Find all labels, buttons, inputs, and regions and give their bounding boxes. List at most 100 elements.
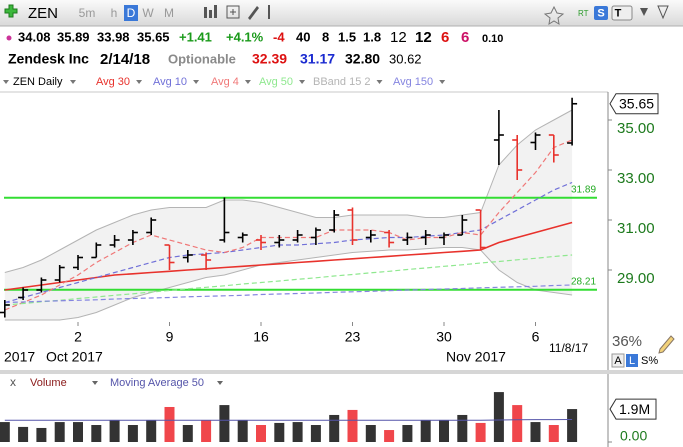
symbol[interactable]: ZEN — [28, 5, 58, 22]
moving-average — [4, 284, 573, 304]
volume-tag-bg — [609, 398, 657, 420]
timeframe[interactable]: h — [111, 6, 118, 20]
volume-bar — [457, 414, 468, 442]
y-tick-label: 29.00 — [617, 270, 655, 287]
l-button-bg[interactable] — [626, 354, 638, 367]
s-button-bg[interactable] — [594, 6, 608, 20]
rt-button[interactable]: RT — [578, 9, 589, 18]
close-pane[interactable]: x — [10, 375, 16, 389]
volume-bar — [310, 425, 321, 442]
quote-stat: 0.10 — [482, 33, 503, 45]
dropdown-arrow[interactable] — [376, 80, 383, 84]
quote-close: 35.65 — [137, 29, 170, 44]
volume-bar — [36, 427, 47, 442]
moving-average — [4, 254, 573, 306]
legend-item: Avg 150 — [393, 76, 433, 88]
quote-dot — [6, 35, 12, 41]
a-button[interactable]: A — [614, 355, 622, 367]
dropdown-arrow[interactable] — [70, 80, 76, 84]
quote-stat: -4 — [273, 29, 285, 44]
dropdown-arrow[interactable] — [244, 80, 251, 84]
timeframe-active-bg[interactable] — [124, 5, 138, 21]
t-button-bg[interactable] — [611, 5, 633, 21]
price-tag: 35.65 — [619, 95, 654, 111]
volume-bar — [439, 419, 449, 442]
quote-stat: 6 — [441, 29, 449, 46]
volume-bar — [274, 422, 285, 442]
legend-title: ZEN Daily — [13, 76, 63, 88]
volume-bar — [109, 419, 120, 442]
volume-bar — [384, 430, 395, 442]
price-tag-bg — [609, 93, 659, 115]
info-date: 2/14/18 — [100, 51, 150, 68]
volume-bar — [567, 409, 578, 442]
volume-bar — [420, 419, 431, 442]
dropdown-arrow[interactable] — [136, 80, 143, 84]
volume-bar — [365, 425, 376, 442]
volume-bar — [402, 425, 413, 442]
quote-open: 34.08 — [18, 29, 51, 44]
period-label: Oct 2017 — [46, 349, 103, 365]
x-tick-label: 30 — [436, 329, 452, 345]
timeframe[interactable]: W — [142, 6, 154, 20]
volume-bar — [182, 425, 193, 442]
info-value: 32.39 — [252, 51, 287, 67]
y-tick-label: 31.00 — [617, 220, 655, 237]
volume-bar — [475, 422, 486, 442]
pencil-icon[interactable] — [658, 335, 675, 354]
y-tick-label: 0.00 — [620, 428, 647, 444]
s-pct-button[interactable]: S% — [641, 355, 658, 367]
dropdown-arrow[interactable] — [217, 381, 223, 385]
volume-bar — [530, 422, 541, 442]
dropdown-arrow[interactable] — [439, 80, 446, 84]
quote-stat: 1.8 — [363, 29, 381, 44]
x-tick-label: 16 — [253, 329, 269, 345]
timeframe[interactable]: 5m — [79, 6, 96, 20]
moving-average — [4, 181, 573, 304]
timeframe[interactable]: M — [164, 6, 174, 20]
s-button[interactable]: S — [597, 7, 604, 19]
period-label: Nov 2017 — [446, 349, 506, 365]
zoom[interactable]: 36% — [612, 333, 642, 350]
optionable: Optionable — [168, 51, 236, 66]
volume-legend: Volume — [30, 377, 67, 389]
volume-bar — [548, 425, 559, 442]
legend-item: Avg 10 — [153, 76, 187, 88]
add-icon[interactable] — [4, 4, 18, 18]
toolbar-icons[interactable] — [204, 5, 669, 25]
horizontal-line-label: 28.21 — [571, 276, 596, 287]
volume-bar — [18, 426, 29, 442]
dropdown-arrow[interactable] — [299, 80, 306, 84]
volume-bar — [146, 419, 157, 442]
quote-stat: 8 — [322, 29, 329, 44]
moving-average — [4, 139, 573, 311]
quote-stat: 1.5 — [338, 29, 356, 44]
volume-bar — [256, 425, 266, 442]
dropdown-arrow[interactable] — [92, 381, 98, 385]
volume-bar — [0, 422, 10, 442]
l-button[interactable]: L — [629, 355, 635, 367]
dropdown-arrow[interactable] — [3, 80, 9, 84]
volume-bar — [512, 405, 523, 442]
band-line — [4, 109, 573, 273]
info-value: 32.80 — [345, 51, 380, 67]
dropdown-arrow[interactable] — [193, 80, 200, 84]
volume-ma — [4, 419, 573, 421]
timeframe[interactable]: D — [127, 6, 136, 20]
quote-stat: 6 — [461, 29, 469, 46]
a-button-bg[interactable] — [611, 353, 625, 368]
volume-bar — [329, 414, 340, 442]
pane-separator — [0, 370, 683, 374]
last-date: 11/8/17 — [549, 341, 588, 355]
quote-stat: 12 — [390, 29, 407, 46]
x-tick-label: 9 — [166, 329, 174, 345]
t-button[interactable]: T — [615, 7, 622, 19]
volume-bar — [347, 409, 358, 442]
legend-item: Avg 4 — [211, 76, 239, 88]
quote-change-pct: +4.1% — [226, 29, 264, 44]
volume-bar — [54, 422, 65, 442]
volume-tag: 1.9M — [619, 401, 650, 417]
legend-item: Avg 30 — [96, 76, 130, 88]
volume-bar — [219, 405, 230, 442]
